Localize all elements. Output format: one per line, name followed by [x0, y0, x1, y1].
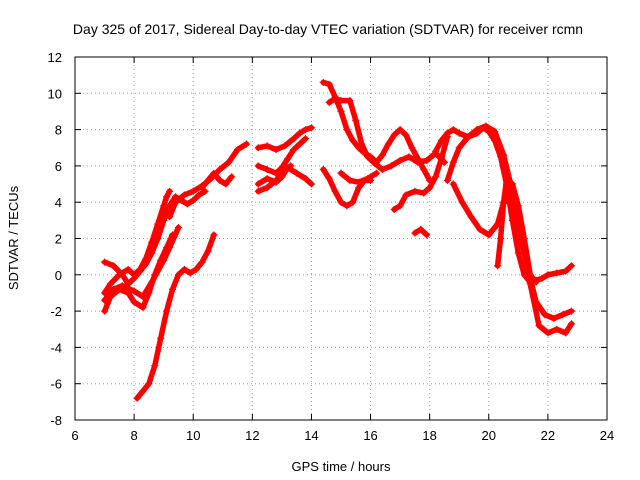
series-points — [337, 169, 380, 186]
series-trace — [444, 123, 575, 322]
y-tick-label: 2 — [55, 232, 62, 247]
x-tick-label: 12 — [245, 428, 259, 443]
series-points — [411, 225, 431, 239]
series-trace — [432, 125, 575, 285]
series-track-g — [198, 169, 236, 192]
series-track-n — [319, 166, 375, 210]
x-axis-label: GPS time / hours — [292, 459, 391, 474]
series-trace — [199, 170, 235, 191]
series-track-b — [101, 187, 174, 297]
y-axis-label: SDTVAR / TECUs — [6, 185, 21, 290]
series-track-m — [325, 95, 448, 174]
series-points — [254, 135, 310, 177]
series-track-o — [337, 169, 380, 186]
series-track-a — [101, 187, 209, 288]
y-tick-label: 10 — [48, 86, 62, 101]
series-points — [101, 187, 174, 297]
x-tick-label: 18 — [422, 428, 436, 443]
x-tick-label: 6 — [71, 428, 78, 443]
series-points — [254, 124, 315, 154]
x-tick-label: 24 — [600, 428, 614, 443]
series-points — [133, 231, 218, 402]
y-tick-label: -8 — [50, 413, 62, 428]
series-points — [254, 162, 295, 195]
x-tick-label: 20 — [482, 428, 496, 443]
series-track-e — [133, 231, 218, 402]
series-track-d — [101, 224, 182, 304]
series-points — [494, 176, 540, 286]
series-points — [443, 122, 576, 322]
series-track-i — [254, 135, 310, 177]
x-tick-label: 8 — [130, 428, 137, 443]
y-tick-label: -6 — [50, 377, 62, 392]
series-trace — [326, 95, 448, 173]
chart-title: Day 325 of 2017, Sidereal Day-to-day VTE… — [73, 21, 583, 37]
x-tick-label: 10 — [186, 428, 200, 443]
x-tick-label: 16 — [363, 428, 377, 443]
y-tick-label: 6 — [55, 159, 62, 174]
series-track-u — [494, 176, 540, 286]
series-track-h — [254, 124, 315, 154]
y-tick-label: -2 — [50, 304, 62, 319]
plot-frame — [74, 56, 608, 421]
y-tick-label: 0 — [55, 268, 62, 283]
series-points — [198, 169, 236, 192]
y-tick-label: 8 — [55, 123, 62, 138]
x-tick-label: 14 — [304, 428, 318, 443]
series-trace — [450, 181, 575, 336]
series-group — [101, 78, 576, 402]
series-track-s — [443, 122, 576, 322]
series-track-r — [432, 124, 576, 286]
series-track-p — [390, 133, 451, 213]
series-points — [101, 224, 182, 304]
y-tick-label: -4 — [50, 340, 62, 355]
y-tick-label: 4 — [55, 195, 62, 210]
series-track-t — [449, 180, 576, 337]
series-track-k — [254, 162, 295, 195]
series-trace — [134, 232, 217, 401]
y-tick-label: 12 — [48, 50, 62, 65]
x-tick-label: 22 — [541, 428, 555, 443]
series-track-q — [411, 225, 431, 239]
